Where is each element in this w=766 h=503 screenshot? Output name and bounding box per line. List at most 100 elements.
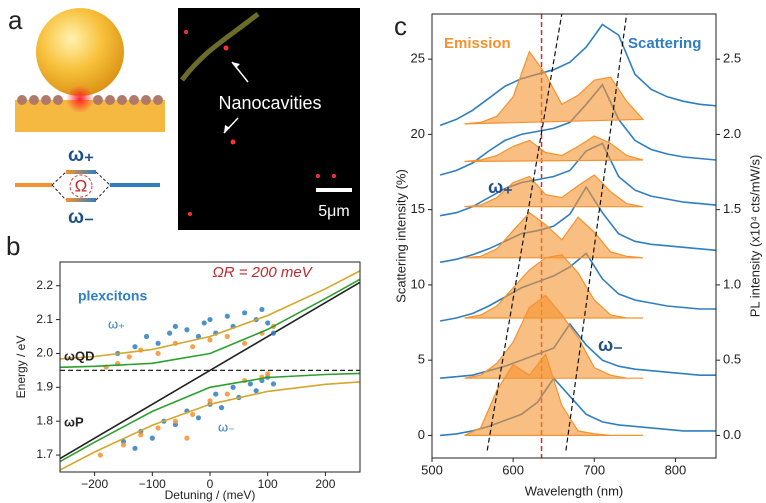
- molecules: [17, 95, 163, 105]
- annotation: ω₋: [598, 335, 623, 355]
- exchange: [69, 174, 93, 198]
- curve: [60, 281, 360, 460]
- data-point: [230, 384, 236, 390]
- x-tick-label: 200: [315, 477, 335, 491]
- fiber: [180, 12, 260, 82]
- data-point: [132, 445, 138, 451]
- x-tick-label: −200: [81, 477, 108, 491]
- micrograph: [178, 8, 360, 230]
- y-axis-label: Scattering intensity (%): [393, 169, 408, 303]
- level: [66, 170, 96, 174]
- y-tick-label: 10: [411, 276, 425, 291]
- pl-spectrum: [464, 50, 645, 125]
- data-point: [270, 330, 277, 336]
- data-point: [138, 432, 144, 438]
- annotation: ωP: [64, 414, 84, 429]
- plot-body: [439, 14, 716, 458]
- data-point: [265, 371, 271, 377]
- annotation: ω₋: [218, 419, 235, 434]
- annotation: ω₊: [488, 177, 513, 197]
- data-point: [218, 405, 225, 411]
- data-point: [172, 418, 178, 424]
- y-tick-label: 5: [418, 352, 425, 367]
- data-point: [242, 340, 248, 346]
- data-point: [155, 340, 161, 346]
- hotspot: [66, 85, 94, 113]
- x-tick-label: −100: [139, 477, 166, 491]
- y2-tick-label: 2.5: [723, 51, 741, 66]
- data-point: [265, 320, 271, 326]
- data-point: [259, 306, 265, 313]
- nanoparticle: [36, 8, 124, 96]
- data-point: [184, 435, 190, 441]
- data-point: [242, 310, 248, 316]
- level-label: ω₊: [68, 145, 94, 166]
- panel-label: c: [394, 11, 407, 41]
- panel-c-annotations: Emission Scattering ω₊ ω₋: [444, 35, 701, 355]
- panel-label: a: [8, 5, 23, 35]
- x-tick-label: 0: [207, 477, 214, 491]
- plot-frame: [431, 13, 717, 459]
- annotation: ωQD: [64, 348, 94, 363]
- y-tick-label: 1.9: [36, 379, 53, 393]
- data-point: [207, 398, 213, 404]
- panel-b-annotations: ΩR = 200 meV plexcitons ω₊ ω₋ ωQD ωP: [64, 264, 314, 434]
- annotation: plexcitons: [78, 288, 147, 304]
- annotation: ω₊: [108, 316, 125, 331]
- plot-area: [60, 262, 360, 472]
- data-point: [247, 381, 253, 387]
- level-label: ω₋: [68, 207, 94, 228]
- data-point: [149, 435, 155, 441]
- curve: [60, 381, 360, 471]
- curve: [60, 372, 360, 463]
- level: [66, 198, 96, 202]
- pl-spectrum: [464, 211, 644, 259]
- y-tick-label: 0: [418, 427, 425, 442]
- y-axis-label: Energy / eV: [14, 336, 28, 399]
- data-point: [97, 452, 103, 458]
- nanocavity-dots: [184, 30, 336, 216]
- data-point: [213, 391, 219, 397]
- y2-axis-label: PL intensity (x10⁴ cts/mW/s): [747, 155, 762, 318]
- y-tick-label: 15: [411, 201, 425, 216]
- data-point: [207, 337, 213, 343]
- y-tick-label: 20: [411, 126, 425, 141]
- guide-line: [565, 14, 628, 451]
- panel-c: c Wavelength (nm) Scattering intensity (…: [393, 11, 762, 499]
- rabi-label: Ω: [75, 176, 88, 195]
- data-point: [184, 327, 190, 333]
- x-tick-label: 100: [258, 477, 278, 491]
- data-point: [190, 344, 196, 350]
- arrowhead: [224, 62, 240, 133]
- y2-tick-label: 1.5: [723, 201, 741, 216]
- scale-label: 5μm: [318, 203, 349, 220]
- data-point: [253, 388, 259, 394]
- curve: [60, 278, 360, 369]
- data-point: [195, 333, 202, 340]
- y2-tick-label: 0.5: [723, 352, 741, 367]
- data-point: [172, 323, 178, 329]
- y-tick-label: 1.8: [36, 413, 53, 427]
- data-point: [224, 391, 230, 397]
- data-point: [155, 350, 161, 357]
- data-point: [207, 316, 213, 323]
- curve: [60, 270, 360, 360]
- panel-label: b: [6, 231, 20, 261]
- annotation: Nanocavities: [218, 93, 321, 113]
- x-tick-label: 500: [421, 462, 443, 477]
- data-point: [126, 354, 132, 360]
- data-point: [190, 411, 196, 418]
- panel-b: b Detuning / (meV) Energy / eV −200 −100 0…: [6, 231, 361, 502]
- data-point: [143, 333, 150, 340]
- pl-spectrum: [464, 174, 644, 208]
- data-point: [195, 415, 202, 421]
- data-point: [224, 333, 230, 340]
- x-tick-label: 700: [583, 462, 605, 477]
- x-axis-label: Detuning / (meV): [165, 488, 256, 502]
- y2-tick-label: 0.0: [723, 427, 741, 442]
- y-tick-label: 2.2: [36, 278, 53, 292]
- y-tick-label: 1.7: [36, 447, 53, 461]
- x-tick-label: 800: [665, 462, 687, 477]
- guide-line: [486, 14, 563, 451]
